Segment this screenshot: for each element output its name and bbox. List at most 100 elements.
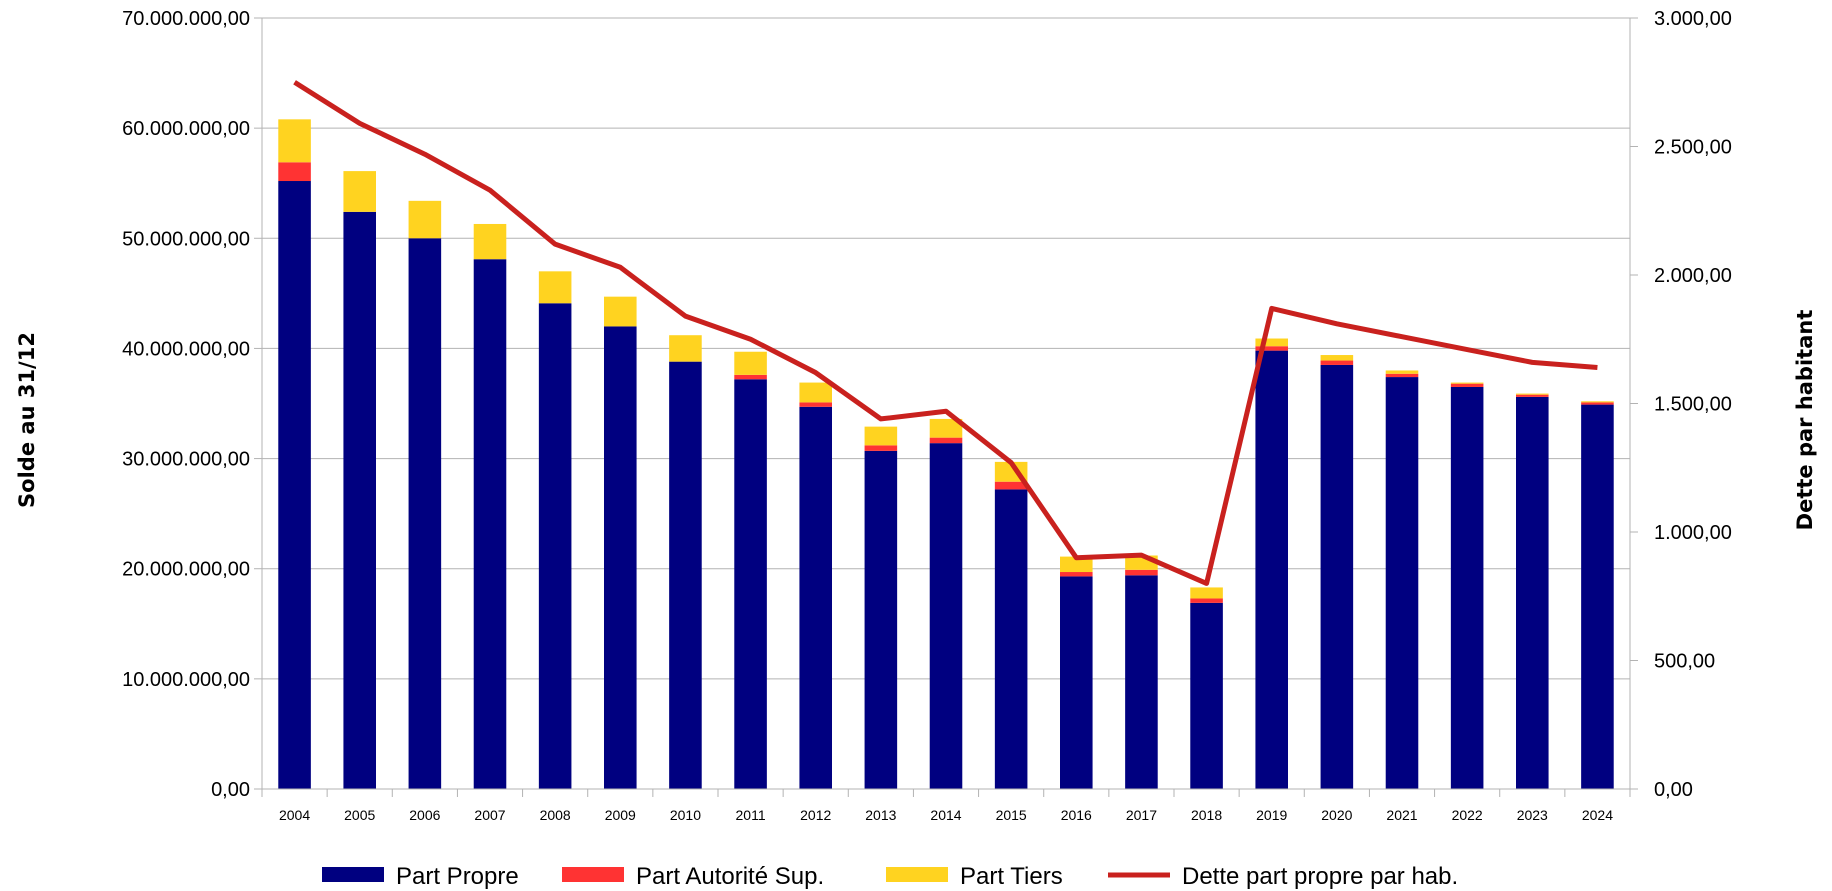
bar-part-propre-2021	[1385, 377, 1419, 789]
bar-part-propre-2020	[1320, 364, 1354, 789]
y-tick-label-left: 40.000.000,00	[122, 338, 250, 360]
bar-part-autorit-sup-2016	[1060, 572, 1093, 577]
bar-part-propre-2022	[1450, 386, 1484, 789]
bar-part-autorit-sup-2024	[1581, 402, 1614, 405]
bar-part-tiers-2010	[669, 335, 702, 362]
y-tick-label-left: 10.000.000,00	[122, 669, 250, 691]
line-series-layer	[293, 80, 1598, 586]
y-tick-label-right: 1.000,00	[1654, 522, 1732, 544]
x-tick-label: 2011	[736, 807, 766, 823]
x-tick-label: 2009	[605, 807, 636, 823]
legend-label-dette-part-propre-par-hab: Dette part propre par hab.	[1182, 863, 1458, 890]
x-tick-label: 2004	[279, 807, 310, 823]
y-tick-label-right: 3.000,00	[1654, 8, 1732, 30]
legend-swatch-part-propre	[322, 867, 384, 882]
bar-part-propre-2012	[799, 406, 832, 789]
bar-part-autorit-sup-2014	[929, 437, 963, 444]
y-tick-label-left: 20.000.000,00	[122, 559, 250, 581]
y-tick-label-right: 2.000,00	[1654, 265, 1732, 287]
legend-swatch-part-autorit-sup	[562, 867, 624, 882]
bar-part-propre-2005	[343, 211, 376, 789]
x-tick-label: 2018	[1191, 807, 1222, 823]
bar-part-autorit-sup-2015	[994, 481, 1028, 490]
bar-part-autorit-sup-2023	[1516, 394, 1549, 397]
bar-part-autorit-sup-2019	[1255, 346, 1288, 351]
bar-part-tiers-2021	[1385, 370, 1419, 374]
bar-part-tiers-2020	[1320, 355, 1354, 361]
x-tick-label: 2022	[1452, 807, 1483, 823]
bar-part-propre-2004	[278, 181, 311, 790]
y-tick-label-right: 1.500,00	[1654, 394, 1732, 416]
x-tick-label: 2006	[409, 807, 440, 823]
bar-part-propre-2011	[734, 379, 767, 789]
x-tick-label: 2012	[800, 807, 831, 823]
bar-part-propre-2019	[1255, 350, 1288, 789]
line-dette-part-propre-par-hab	[293, 80, 1598, 586]
y-tick-label-left: 60.000.000,00	[122, 118, 250, 140]
x-tick-label: 2007	[474, 807, 505, 823]
x-tick-label: 2008	[540, 807, 571, 823]
x-tick-label: 2014	[930, 807, 961, 823]
bar-part-tiers-2005	[343, 171, 376, 212]
bar-part-propre-2013	[864, 450, 898, 789]
bar-part-tiers-2006	[408, 200, 442, 239]
bar-part-propre-2010	[669, 361, 702, 789]
bar-part-autorit-sup-2011	[734, 374, 767, 380]
bar-part-propre-2007	[473, 259, 507, 789]
bar-part-tiers-2007	[473, 223, 507, 260]
bar-part-tiers-2018	[1190, 587, 1223, 599]
bar-part-tiers-2024	[1581, 401, 1614, 403]
y-tick-label-left: 0,00	[211, 779, 250, 801]
bar-part-tiers-2014	[929, 418, 963, 438]
y-axis-title-left: Solde au 31/12	[15, 332, 39, 508]
y-tick-label-right: 500,00	[1654, 651, 1715, 673]
bar-part-propre-2016	[1060, 576, 1093, 789]
bar-part-autorit-sup-2017	[1125, 569, 1158, 576]
y-tick-label-right: 0,00	[1654, 779, 1693, 801]
bar-part-autorit-sup-2004	[278, 162, 311, 182]
bar-part-propre-2006	[408, 238, 442, 790]
y-tick-label-left: 70.000.000,00	[122, 8, 250, 30]
bar-part-propre-2014	[929, 443, 963, 789]
x-tick-label: 2019	[1256, 807, 1287, 823]
bar-part-tiers-2012	[799, 382, 832, 403]
legend-swatch-part-tiers	[886, 867, 948, 882]
bar-part-autorit-sup-2021	[1385, 373, 1419, 378]
bar-part-propre-2008	[538, 303, 572, 789]
bar-part-tiers-2023	[1516, 393, 1549, 395]
bar-part-autorit-sup-2020	[1320, 360, 1354, 365]
bar-part-autorit-sup-2013	[864, 445, 898, 451]
bar-part-tiers-2008	[538, 271, 572, 304]
x-tick-label: 2005	[344, 807, 375, 823]
x-tick-label: 2020	[1321, 807, 1352, 823]
legend-label-part-autorit-sup: Part Autorité Sup.	[636, 863, 824, 890]
bar-part-propre-2009	[604, 326, 637, 789]
bar-part-propre-2018	[1190, 602, 1223, 789]
bar-part-propre-2017	[1125, 575, 1158, 789]
y-tick-label-left: 50.000.000,00	[122, 228, 250, 250]
bar-part-tiers-2011	[734, 351, 767, 375]
x-tick-label: 2016	[1061, 807, 1092, 823]
bar-part-tiers-2004	[278, 119, 311, 163]
y-tick-label-left: 30.000.000,00	[122, 449, 250, 471]
bar-part-propre-2015	[994, 489, 1028, 789]
x-tick-label: 2024	[1582, 807, 1613, 823]
axes	[254, 17, 1638, 797]
bar-part-tiers-2009	[604, 296, 637, 327]
bars	[278, 119, 1614, 790]
legend-label-part-tiers: Part Tiers	[960, 863, 1063, 890]
bar-part-propre-2024	[1581, 404, 1614, 789]
bar-part-autorit-sup-2018	[1190, 598, 1223, 603]
y-tick-label-right: 2.500,00	[1654, 137, 1732, 159]
bar-part-propre-2023	[1516, 396, 1549, 789]
tick-labels: 0,00 10.000.000,00 20.000.000,00 30.000.000…	[122, 8, 1732, 823]
x-tick-label: 2013	[865, 807, 896, 823]
bar-part-tiers-2013	[864, 426, 898, 446]
bar-part-tiers-2022	[1450, 382, 1484, 384]
bar-part-tiers-2019	[1255, 338, 1288, 347]
x-tick-label: 2015	[996, 807, 1027, 823]
legend-label-part-propre: Part Propre	[396, 863, 519, 890]
legend: Part Propre Part Autorité Sup. Part Tiers D…	[322, 863, 1458, 890]
bar-part-tiers-2016	[1060, 556, 1093, 573]
